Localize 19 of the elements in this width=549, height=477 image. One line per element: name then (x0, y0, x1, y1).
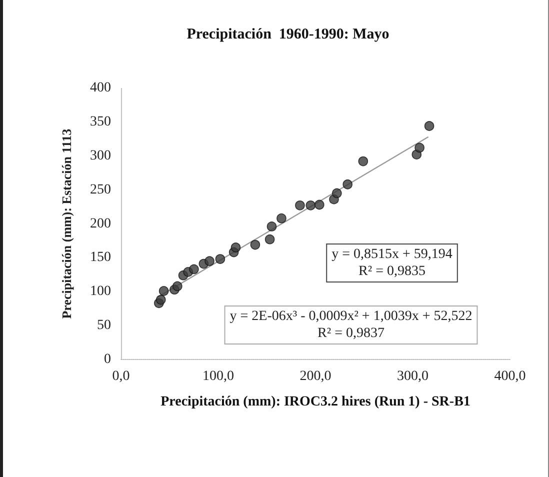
annotation: y = 0,8515x + 59,194 R² = 0,9835 (332, 247, 452, 279)
x-tick-label: 400,0 (494, 369, 526, 384)
y-tick-label: 0 (104, 352, 111, 367)
y-tick-label: 350 (90, 114, 111, 130)
y-tick-label: 100 (90, 284, 111, 300)
y-tick-label: 50 (97, 318, 111, 334)
x-tick-label: 200,0 (300, 369, 332, 384)
annotation: y = 2E-06x³ - 0,0009x² + 1,0039x + 52,522 R² = 0,9837 (230, 309, 472, 341)
x-tick-label: 0,0 (112, 369, 130, 384)
y-tick-label: 400 (90, 80, 111, 96)
y-tick-label: 300 (90, 148, 111, 164)
chart-title: Precipitación 1960-1990: Mayo (186, 26, 390, 42)
y-tick-label: 150 (90, 250, 111, 266)
x-axis-title: Precipitación (mm): IROC3.2 hires (Run 1) - SR-B1 (160, 394, 470, 410)
x-tick-label: 100,0 (202, 369, 234, 384)
y-tick-label: 250 (90, 182, 111, 198)
x-tick-label: 300,0 (397, 369, 428, 384)
y-tick-label: 200 (90, 216, 111, 232)
y-axis-title: Precipitación (mm): Estación 1113 (59, 128, 74, 319)
